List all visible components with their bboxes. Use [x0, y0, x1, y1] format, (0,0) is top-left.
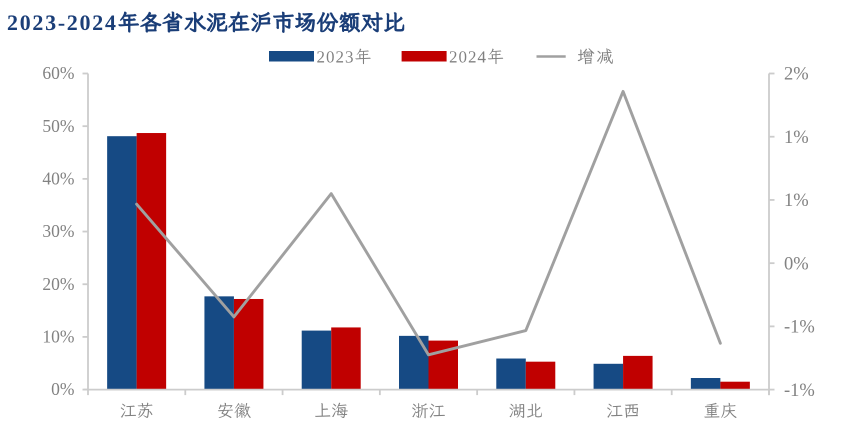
- legend-label-2024-glyphs: [449, 48, 504, 65]
- category-label-glyphs-4: [509, 403, 542, 418]
- bar-series-group: [107, 133, 750, 390]
- right-axis-label-4: -1%: [784, 318, 815, 338]
- category-label-glyphs-5: [607, 403, 639, 418]
- bar-2023-0: [107, 136, 137, 390]
- bar-2024-1: [233, 298, 264, 390]
- bar-2023-3: [399, 335, 429, 390]
- bar-2023-2: [301, 330, 332, 390]
- bar-2024-2: [331, 327, 361, 390]
- bar-2024-6: [720, 381, 750, 390]
- legend-swatch-2024: [401, 51, 447, 62]
- bar-2023-4: [496, 358, 526, 390]
- category-label-glyphs-3: [412, 403, 445, 419]
- right-axis-label-2: 1%: [784, 191, 809, 211]
- chart-title-glyphs: [7, 11, 405, 33]
- left-axis-label-0: 60%: [42, 63, 74, 83]
- legend-label-2023-glyphs: [317, 48, 371, 65]
- legend-swatch-2023: [269, 51, 314, 62]
- category-label-glyphs-6: [704, 402, 737, 418]
- right-axis-label-5: -1%: [784, 381, 815, 401]
- vector-text-group: [7, 11, 737, 419]
- axes-group: [82, 72, 775, 396]
- left-axis-label-1: 50%: [42, 116, 74, 136]
- change-line-group: [135, 89, 722, 357]
- right-axis-label-3: 0%: [784, 254, 809, 274]
- category-label-glyphs-0: [120, 402, 153, 418]
- bar-2023-5: [593, 363, 624, 390]
- left-axis-label-6: 0%: [51, 379, 74, 399]
- bar-2024-0: [136, 133, 167, 390]
- category-label-glyphs-1: [217, 402, 251, 418]
- axis-labels-group: 60% 50% 40% 30% 20% 10% 0% 2% 1% 1% 0% -1% -1%: [42, 63, 814, 401]
- right-axis-label-1: 1%: [784, 128, 809, 148]
- left-axis-label-2: 40%: [42, 168, 74, 188]
- bar-2024-4: [525, 361, 556, 390]
- left-axis-label-5: 10%: [42, 327, 74, 347]
- change-line: [135, 89, 722, 357]
- legend-label-change-glyphs: [577, 48, 613, 65]
- bar-2023-6: [690, 378, 721, 390]
- bar-2024-5: [623, 355, 653, 390]
- left-axis-label-3: 30%: [42, 221, 74, 241]
- right-axis-label-0: 2%: [784, 65, 809, 85]
- left-axis-label-4: 20%: [42, 274, 74, 294]
- category-label-glyphs-2: [315, 402, 348, 418]
